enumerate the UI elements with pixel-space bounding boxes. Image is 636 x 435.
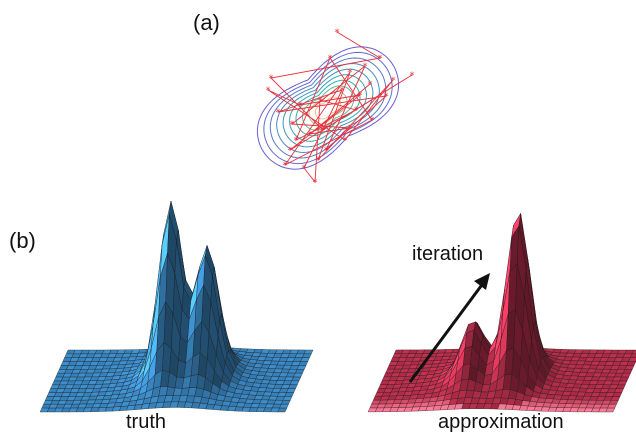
sample-marker: * [318,96,323,107]
iteration-label: iteration [412,243,484,265]
surface-facet [291,376,302,382]
sample-marker: * [348,68,353,79]
surface-facet [289,380,300,385]
panel-a-label: (a) [193,10,220,35]
sample-marker: * [308,130,313,141]
surface-facet [284,392,295,397]
contour-line [263,51,393,165]
sample-marker: * [335,28,340,39]
sample-marker: * [288,146,293,157]
approximation-surface [367,212,636,413]
contour-line [269,57,387,159]
sample-marker: * [384,92,389,103]
contour-line [314,96,342,120]
sample-marker: * [378,54,383,65]
sample-marker: * [410,71,415,82]
contour-plot [256,46,400,170]
sample-marker: * [354,106,359,117]
contour-line [282,68,374,148]
surface-facet [621,373,631,378]
surface-facet [610,396,621,401]
surface-facet [626,361,636,366]
surface-facet [296,365,307,370]
sample-marker: * [313,178,318,189]
sample-marker: * [298,101,303,112]
sample-marker: * [368,80,373,91]
sample-marker: * [328,54,333,65]
trajectory-path [267,31,413,184]
truth-caption: truth [126,411,167,433]
sample-marker: * [290,120,295,131]
sample-marker: * [283,161,288,172]
panel-b-label: (b) [9,228,36,253]
surface-facet [277,407,288,413]
sample-marker: * [363,62,368,73]
surface-facet [300,357,310,362]
sample-marker: * [343,136,348,147]
surface-facet [281,400,291,405]
surface-facet [293,372,303,378]
contour-line [301,85,355,131]
surface-facet [288,384,298,389]
sample-marker: * [370,116,375,127]
surface-facet [631,349,636,355]
sample-marker: * [321,126,326,137]
sample-marker: * [348,124,353,135]
surface-facet [303,349,314,355]
sample-trajectory: *************************** *** [266,28,415,189]
sample-marker: * [294,136,299,147]
sample-marker: * [358,91,363,102]
sample-marker: * [302,164,307,175]
surface-facet [614,388,624,393]
sample-marker: * [269,74,274,85]
sample-marker: * [340,86,345,97]
surface-facet [617,380,628,385]
surface-facet [286,388,296,393]
sample-marker: * [266,86,271,97]
contour-line [289,74,367,142]
surface-facet [607,404,617,409]
surface-facet [282,396,293,401]
surface-facet [612,392,623,397]
iteration-arrow [408,273,490,383]
sample-marker: * [316,156,321,167]
sample-marker: * [324,146,329,157]
surface-facet [623,369,633,374]
surface-facet [609,400,619,405]
surface-facet [295,369,305,374]
approximation-caption: approximation [438,411,564,433]
truth-surface [39,201,314,413]
surface-facet [302,353,312,358]
sample-marker: * [391,76,396,87]
surface-facet [619,376,630,382]
surface-facet [279,404,289,409]
surface-facet [298,361,309,366]
contour-line [276,62,380,154]
surface-facet [616,384,626,389]
surface-facet [605,407,616,413]
contour-line [256,46,400,170]
sample-marker: * [276,108,281,119]
surface-facet [624,365,635,370]
